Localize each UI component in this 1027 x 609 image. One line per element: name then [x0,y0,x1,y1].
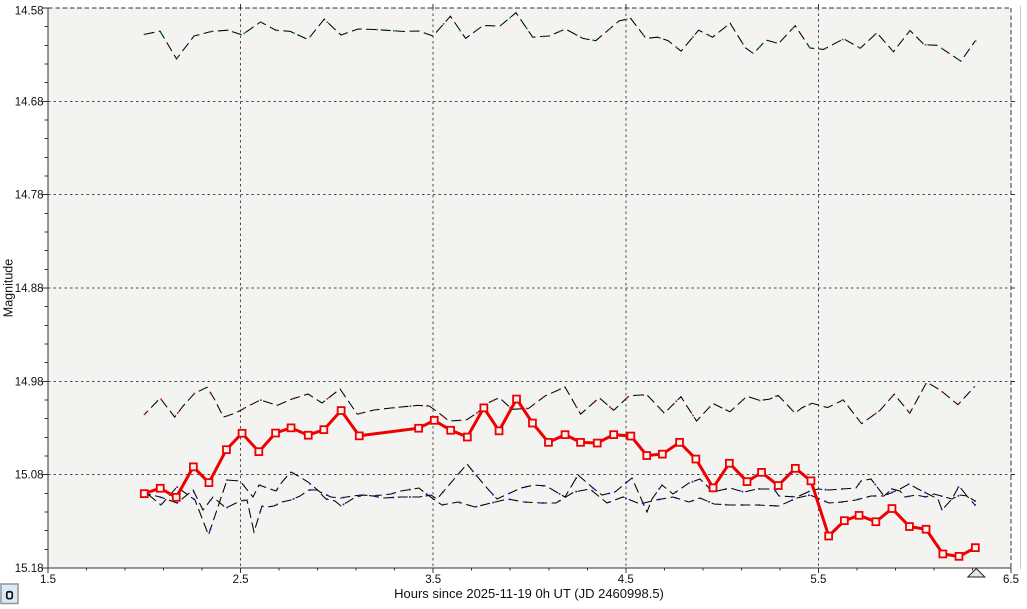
svg-text:14.68: 14.68 [15,96,44,108]
svg-text:2.5: 2.5 [233,574,249,586]
svg-text:15.08: 15.08 [15,470,44,482]
svg-text:14.78: 14.78 [15,190,44,202]
svg-text:14.88: 14.88 [15,283,44,295]
svg-text:14.98: 14.98 [15,376,44,388]
svg-text:3.5: 3.5 [425,574,441,586]
svg-text:15.18: 15.18 [15,563,44,575]
svg-text:Hours since 2025-11-19 0h UT (: Hours since 2025-11-19 0h UT (JD 2460998… [394,586,664,601]
svg-text:6.5: 6.5 [1003,574,1019,586]
svg-text:5.5: 5.5 [810,574,826,586]
svg-text:Magnitude: Magnitude [2,259,16,317]
svg-text:1.5: 1.5 [40,574,56,586]
svg-text:14.58: 14.58 [15,6,44,18]
svg-text:4.5: 4.5 [618,574,634,586]
